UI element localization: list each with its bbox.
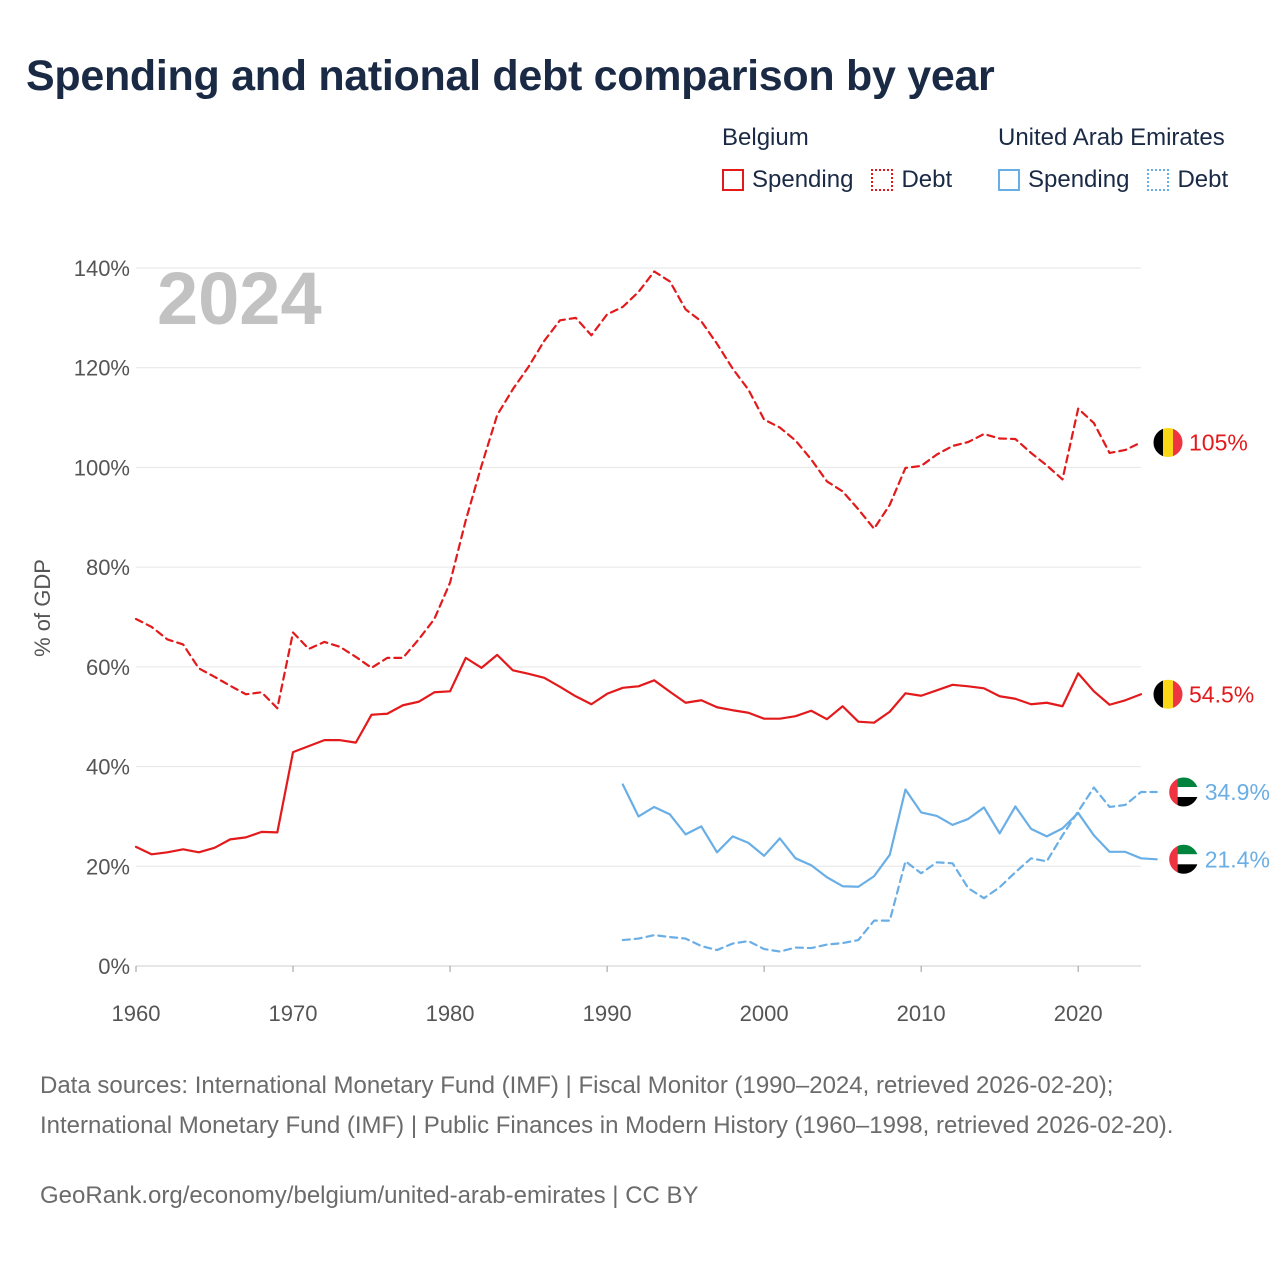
- year-watermark: 2024: [157, 257, 322, 340]
- x-tick-label: 2000: [740, 1001, 789, 1026]
- end-value-label: 105%: [1189, 430, 1248, 456]
- x-tick-label: 1960: [112, 1001, 161, 1026]
- belgium-flag-icon: [1153, 427, 1183, 458]
- data-sources: Data sources: International Monetary Fun…: [40, 1072, 1174, 1139]
- legend-country-label: United Arab Emirates: [998, 124, 1225, 151]
- flag-stripe: [1153, 679, 1163, 710]
- y-tick-label: 140%: [74, 256, 130, 281]
- series-line-belgium-debt: [134, 270, 1143, 710]
- series-line-united-arab-emirates-debt: [621, 786, 1158, 953]
- end-value-label: 34.9%: [1205, 779, 1270, 805]
- end-value-label: 21.4%: [1205, 846, 1270, 872]
- y-tick-label: 100%: [74, 455, 130, 480]
- end-value-label: 54.5%: [1189, 681, 1254, 707]
- y-tick-label: 120%: [74, 356, 130, 381]
- flag-stripe: [1153, 427, 1163, 458]
- chart-title: Spending and national debt comparison by…: [26, 52, 995, 100]
- legend-item-label: Debt: [901, 166, 953, 193]
- y-tick-label: 0%: [98, 954, 130, 979]
- flag-ring: [1168, 843, 1200, 875]
- legend-swatch-solid: [998, 169, 1020, 191]
- flag-ring: [1168, 776, 1200, 808]
- flag-stripe: [1168, 864, 1199, 875]
- flag-marker-belgium: [1152, 427, 1184, 458]
- flag-stripe: [1168, 844, 1178, 875]
- flag-marker-uae: [1168, 843, 1200, 875]
- x-tick-label: 1980: [426, 1001, 475, 1026]
- flag-stripe: [1168, 844, 1199, 855]
- legend-item-belgium-debt[interactable]: Debt: [871, 166, 952, 194]
- legend-swatch-dashed: [871, 169, 894, 191]
- legend-swatch-solid: [722, 169, 744, 191]
- legend-country-label: Belgium: [722, 124, 809, 151]
- y-tick-label: 20%: [86, 854, 130, 879]
- uae-flag-icon: [1168, 844, 1199, 875]
- y-axis-label: % of GDP: [30, 559, 55, 657]
- legend-item-label: Debt: [1177, 166, 1229, 193]
- flag-ring: [1152, 678, 1184, 710]
- flag-stripe: [1163, 427, 1173, 458]
- legend-belgium: Belgium Spending Debt: [722, 124, 970, 194]
- legend-item-label: Spending: [1028, 166, 1130, 193]
- legend-item-belgium-spending[interactable]: Spending: [722, 166, 853, 194]
- flag-marker-belgium: [1152, 678, 1184, 710]
- flag-stripe: [1168, 776, 1199, 787]
- legend-swatch-dashed: [1147, 169, 1170, 191]
- legend-item-label: Spending: [752, 166, 854, 193]
- flag-stripe: [1168, 854, 1199, 865]
- y-tick-label: 40%: [86, 755, 130, 780]
- flag-stripe: [1168, 796, 1199, 807]
- flag-stripe: [1173, 427, 1183, 458]
- legend-item-uae-spending[interactable]: Spending: [998, 166, 1129, 194]
- flag-stripe: [1163, 679, 1173, 710]
- uae-flag-icon: [1168, 776, 1199, 807]
- flag-stripe: [1168, 786, 1199, 797]
- credit-link[interactable]: GeoRank.org/economy/belgium/united-arab-…: [40, 1182, 699, 1209]
- series: [134, 270, 1158, 953]
- series-line-united-arab-emirates-spending: [621, 783, 1158, 888]
- y-tick-label: 80%: [86, 555, 130, 580]
- x-axis: 1960 1970 1980 1990 2000 2010 2020: [112, 966, 1103, 1026]
- end-labels: 54.5% 105% 21.4% 34.9%: [1152, 427, 1270, 875]
- flag-ring: [1152, 427, 1184, 458]
- belgium-flag-icon: [1153, 679, 1183, 710]
- flag-stripe: [1173, 679, 1183, 710]
- gridlines: [136, 267, 1141, 967]
- flag-marker-uae: [1168, 776, 1200, 808]
- x-tick-label: 2010: [897, 1001, 946, 1026]
- y-tick-label: 60%: [86, 655, 130, 680]
- legend-item-uae-debt[interactable]: Debt: [1147, 166, 1228, 194]
- series-line-belgium-spending: [134, 653, 1143, 856]
- y-axis: 0% 20% 40% 60% 80% 100% 120% 140%: [74, 256, 130, 979]
- x-tick-label: 1990: [583, 1001, 632, 1026]
- legend-uae: United Arab Emirates Spending Debt: [998, 124, 1246, 194]
- flag-stripe: [1168, 776, 1178, 807]
- x-tick-label: 2020: [1054, 1001, 1103, 1026]
- x-tick-label: 1970: [269, 1001, 318, 1026]
